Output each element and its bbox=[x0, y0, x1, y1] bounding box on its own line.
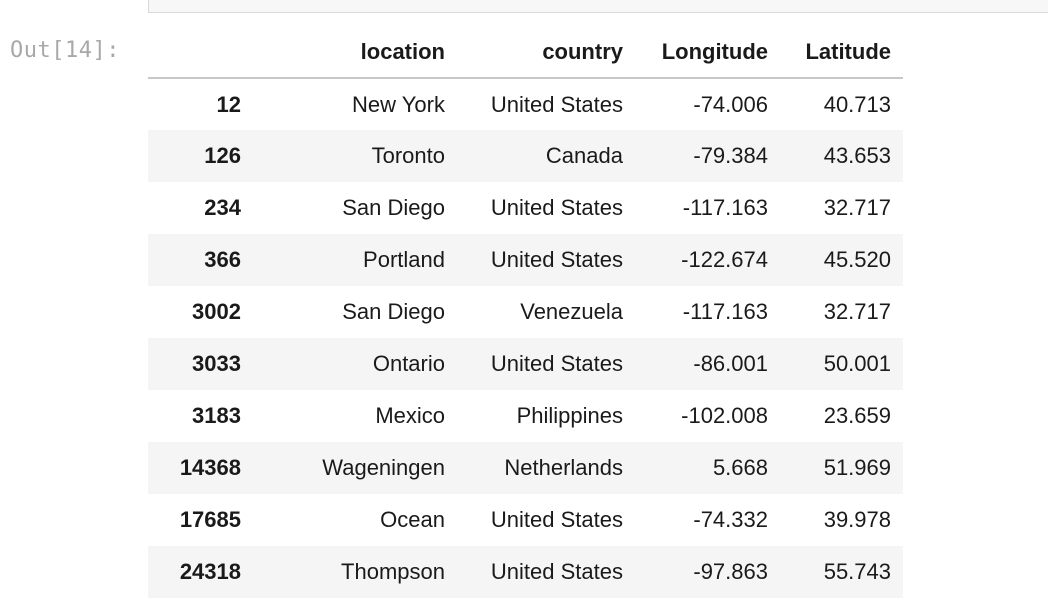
cell-latitude: 40.713 bbox=[823, 91, 891, 117]
cell-latitude: 39.978 bbox=[823, 507, 891, 532]
row-index: 3183 bbox=[192, 403, 241, 428]
cell-longitude: -122.674 bbox=[681, 247, 768, 272]
cell-longitude: -117.163 bbox=[682, 195, 768, 220]
row-index: 3002 bbox=[192, 299, 241, 324]
dataframe-table: location country Longitude Latitude 12 Ne… bbox=[148, 26, 903, 598]
index-header bbox=[148, 26, 253, 79]
table-row: 17685 Ocean United States -74.332 39.978 bbox=[148, 494, 903, 546]
previous-cell-input[interactable] bbox=[148, 0, 1048, 13]
table-row: 14368 Wageningen Netherlands 5.668 51.969 bbox=[148, 442, 903, 494]
cell-location: Thompson bbox=[341, 559, 445, 584]
cell-longitude: 5.668 bbox=[712, 455, 768, 480]
table-row: 3033 Ontario United States -86.001 50.001 bbox=[148, 338, 903, 390]
cell-location: Ocean bbox=[380, 507, 445, 532]
column-header-location: location bbox=[253, 26, 457, 79]
column-header-latitude: Latitude bbox=[780, 26, 903, 79]
cell-longitude: -74.006 bbox=[693, 91, 768, 117]
cell-location: San Diego bbox=[342, 195, 445, 220]
cell-location: Mexico bbox=[375, 403, 445, 428]
cell-location: Wageningen bbox=[322, 455, 445, 480]
row-index: 3033 bbox=[192, 351, 241, 376]
table-row: 3183 Mexico Philippines -102.008 23.659 bbox=[148, 390, 903, 442]
row-index: 366 bbox=[204, 247, 241, 272]
cell-longitude: -79.384 bbox=[693, 143, 768, 168]
cell-country: United States bbox=[490, 247, 623, 272]
cell-latitude: 55.743 bbox=[823, 559, 891, 584]
table-row: 24318 Thompson United States -97.863 55.743 bbox=[148, 546, 903, 598]
output-prompt: Out[14]: bbox=[10, 38, 120, 63]
column-header-longitude: Longitude bbox=[635, 26, 780, 79]
cell-location: Portland bbox=[363, 247, 445, 272]
cell-country: United States bbox=[490, 559, 623, 584]
table-row: 366 Portland United States -122.674 45.520 bbox=[148, 234, 903, 286]
cell-longitude: -97.863 bbox=[693, 559, 768, 584]
row-index: 24318 bbox=[179, 559, 241, 584]
row-index: 126 bbox=[204, 143, 241, 168]
cell-country: Venezuela bbox=[520, 299, 623, 324]
row-index: 14368 bbox=[179, 455, 241, 480]
cell-country: United States bbox=[490, 195, 623, 220]
cell-longitude: -117.163 bbox=[682, 299, 768, 324]
cell-country: Canada bbox=[545, 143, 623, 168]
row-index: 234 bbox=[204, 195, 241, 220]
cell-latitude: 23.659 bbox=[823, 403, 891, 428]
cell-latitude: 50.001 bbox=[823, 351, 891, 376]
table-row: 234 San Diego United States -117.163 32.717 bbox=[148, 182, 903, 234]
table-row: 3002 San Diego Venezuela -117.163 32.717 bbox=[148, 286, 903, 338]
cell-latitude: 32.717 bbox=[823, 299, 891, 324]
header-row: location country Longitude Latitude bbox=[148, 26, 903, 79]
cell-longitude: -86.001 bbox=[693, 351, 768, 376]
row-index: 12 bbox=[216, 91, 241, 117]
cell-country: Philippines bbox=[516, 403, 623, 428]
cell-latitude: 45.520 bbox=[823, 247, 891, 272]
table-body: 12 New York United States -74.006 40.713 126 T… bbox=[148, 78, 903, 598]
cell-latitude: 51.969 bbox=[823, 455, 891, 480]
cell-country: United States bbox=[490, 507, 623, 532]
cell-country: Netherlands bbox=[504, 455, 623, 480]
table-row: 12 New York United States -74.006 40.713 bbox=[148, 78, 903, 130]
table-row: 126 Toronto Canada -79.384 43.653 bbox=[148, 130, 903, 182]
cell-location: San Diego bbox=[342, 299, 445, 324]
output-area: location country Longitude Latitude 12 Ne… bbox=[148, 26, 903, 598]
cell-location: Ontario bbox=[372, 351, 445, 376]
column-header-country: country bbox=[457, 26, 635, 79]
cell-country: United States bbox=[490, 351, 623, 376]
cell-latitude: 43.653 bbox=[823, 143, 891, 168]
row-index: 17685 bbox=[179, 507, 241, 532]
cell-country: United States bbox=[490, 91, 623, 117]
cell-latitude: 32.717 bbox=[823, 195, 891, 220]
cell-longitude: -74.332 bbox=[693, 507, 768, 532]
cell-location: New York bbox=[352, 91, 445, 117]
cell-location: Toronto bbox=[371, 143, 445, 168]
cell-longitude: -102.008 bbox=[681, 403, 768, 428]
